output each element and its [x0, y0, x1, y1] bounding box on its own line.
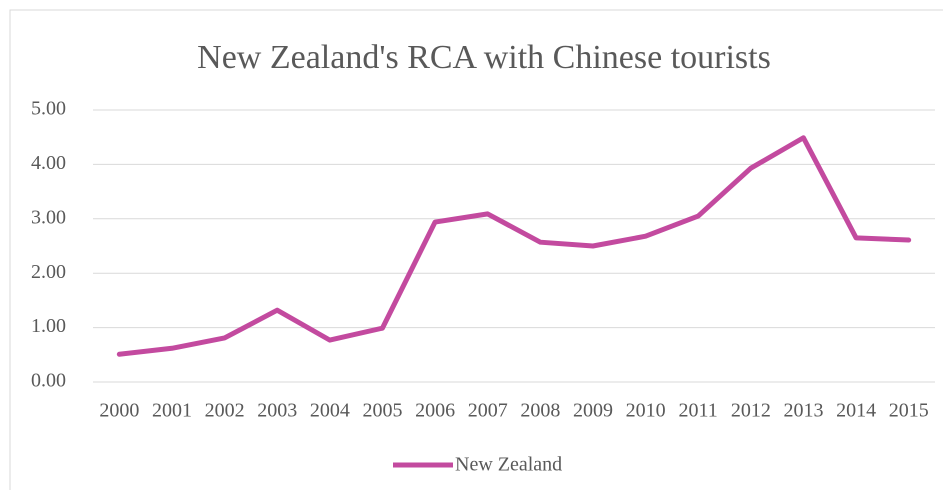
y-tick-label: 1.00 [31, 315, 66, 337]
x-tick-label: 2000 [99, 400, 139, 422]
x-tick-label: 2013 [783, 400, 823, 422]
x-tick-label: 2011 [679, 400, 718, 422]
x-tick-label: 2012 [731, 400, 771, 422]
y-tick-label: 0.00 [31, 370, 66, 392]
x-tick-label: 2007 [468, 400, 508, 422]
x-tick-label: 2009 [573, 400, 613, 422]
x-tick-label: 2003 [257, 400, 297, 422]
x-tick-label: 2005 [362, 400, 402, 422]
legend-label: New Zealand [455, 454, 562, 476]
y-tick-label: 5.00 [31, 98, 66, 120]
y-tick-label: 2.00 [31, 261, 66, 283]
x-tick-label: 2008 [520, 400, 560, 422]
data-line [116, 135, 912, 357]
x-tick-label: 2010 [626, 400, 666, 422]
x-tick-label: 2001 [152, 400, 192, 422]
y-tick-label: 4.00 [31, 152, 66, 174]
chart-title: New Zealand's RCA with Chinese tourists [197, 39, 771, 76]
x-tick-label: 2006 [415, 400, 455, 422]
chart-frame [9, 9, 943, 490]
x-tick-label: 2015 [889, 400, 929, 422]
x-tick-label: 2002 [205, 400, 245, 422]
y-tick-label: 3.00 [31, 206, 66, 228]
x-tick-label: 2014 [836, 400, 876, 422]
x-tick-label: 2004 [310, 400, 350, 422]
